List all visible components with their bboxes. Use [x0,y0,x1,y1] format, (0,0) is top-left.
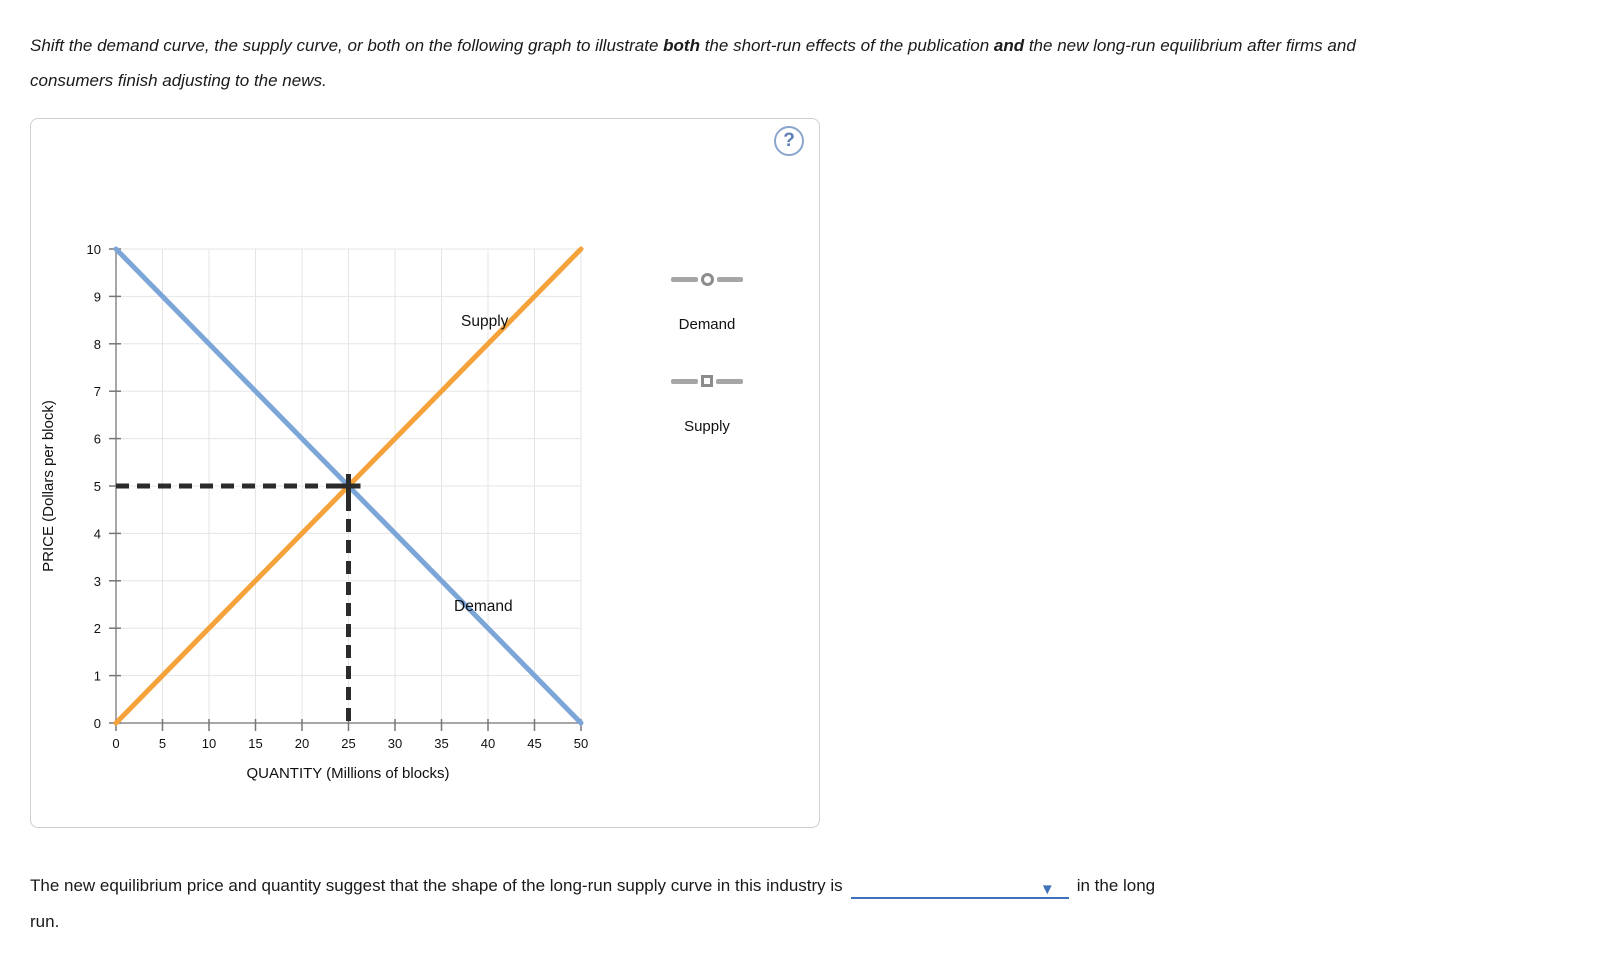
y-tick-label: 3 [94,574,101,589]
equilibrium-indicator [116,474,361,723]
question-segment: The new equilibrium price and quantity s… [30,876,843,895]
slider-track-left [671,276,698,282]
x-tick-label: 45 [527,736,541,751]
x-tick-label: 40 [481,736,495,751]
legend-demand-label: Demand [678,316,736,333]
y-tick-label: 10 [87,242,101,257]
x-tick-label: 0 [112,736,119,751]
x-tick-label: 15 [248,736,262,751]
x-tick-label: 5 [159,736,166,751]
y-tick-label: 7 [94,384,101,399]
y-tick-label: 0 [94,716,101,731]
y-tick-label: 4 [94,526,101,541]
slider-track-right [716,276,743,282]
y-tick-label: 1 [94,669,101,684]
square-handle-icon[interactable] [701,375,713,387]
supply-curve-handle[interactable] [671,373,743,389]
x-tick-label: 10 [202,736,216,751]
dropdown-arrow-icon: ▼ [1039,881,1055,898]
x-tick-label: 35 [434,736,448,751]
legend-supply-label: Supply [684,418,730,435]
slider-track-left [671,378,698,384]
instruction-segment: the new long-run equilibrium after firms… [30,36,1356,90]
instruction-bold-and: and [993,36,1025,55]
question-mark-icon: ? [783,130,795,151]
x-tick-label: 30 [388,736,402,751]
x-tick-label: 50 [574,736,588,751]
y-tick-label: 5 [94,479,101,494]
question-segment: in the long [1076,876,1156,895]
help-button[interactable]: ? [774,126,804,156]
answer-dropdown[interactable]: ▼ [850,880,1069,899]
instruction-segment: the short-run effects of the publication [699,36,994,55]
y-tick-label: 6 [94,432,101,447]
question-segment: run. [30,912,60,931]
x-tick-label: 20 [295,736,309,751]
supply-curve-label: Supply [461,313,509,330]
question-text: The new equilibrium price and quantity s… [30,868,1590,940]
instruction-segment: Shift the demand curve, the supply curve… [30,36,664,55]
circle-handle-icon[interactable] [700,272,714,286]
y-tick-label: 2 [94,621,101,636]
y-tick-label: 8 [94,337,101,352]
instruction-bold-both: both [663,36,700,55]
graph-panel: ? 0 5 10 15 20 25 30 35 40 45 50 10 9 8 7 6 5 4 3 2 1 0 Suppl… [30,118,820,828]
instruction-text: Shift the demand curve, the supply curve… [30,28,1365,98]
y-axis-title: PRICE (Dollars per block) [40,400,57,572]
y-tick-label: 9 [94,289,101,304]
demand-curve-handle[interactable] [671,271,743,287]
demand-curve-label: Demand [454,598,513,615]
x-axis-title: QUANTITY (Millions of blocks) [246,765,449,782]
slider-track-right [716,378,743,384]
x-tick-label: 25 [341,736,355,751]
